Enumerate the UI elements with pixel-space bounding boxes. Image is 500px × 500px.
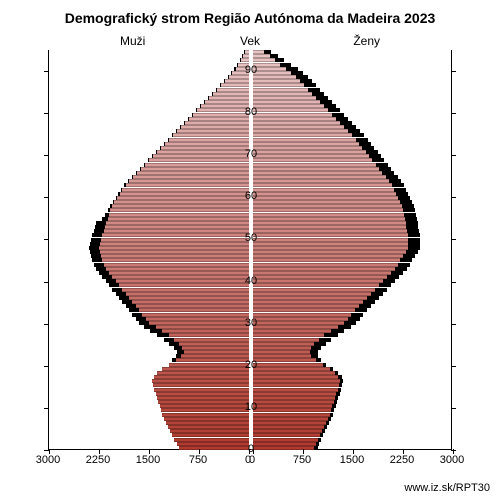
ytick-label: 30 [241,317,261,329]
label-male: Muži [120,34,145,48]
pyramid-left-male [49,50,249,449]
label-female: Ženy [353,34,380,48]
ytick-label: 70 [241,148,261,160]
ytick-label: 90 [241,64,261,76]
ytick-label: 20 [241,359,261,371]
chart-plot-area: 0102030405060708090 [48,50,452,450]
ytick-label: 60 [241,190,261,202]
xtick-label: 750 [293,454,311,466]
ytick-label: 80 [241,106,261,118]
xtick-label: 2250 [390,454,414,466]
chart-container: Demografický strom Região Autónoma da Ma… [0,0,500,500]
xtick-label: 3000 [36,454,60,466]
xtick-label: 0 [249,454,255,466]
xtick-label: 1500 [136,454,160,466]
footer-link: www.iz.sk/RPT30 [404,482,490,494]
label-age: Vek [240,34,260,48]
ytick-label: 40 [241,275,261,287]
ytick-label: 10 [241,401,261,413]
xtick-label: 2250 [86,454,110,466]
xtick-label: 1500 [340,454,364,466]
ytick-label: 50 [241,232,261,244]
xtick-label: 3000 [440,454,464,466]
chart-title: Demografický strom Região Autónoma da Ma… [0,0,500,26]
xaxis-labels: 30002250150075000750150022503000 [48,454,452,470]
pyramid-right-female [251,50,451,449]
xtick-label: 750 [189,454,207,466]
